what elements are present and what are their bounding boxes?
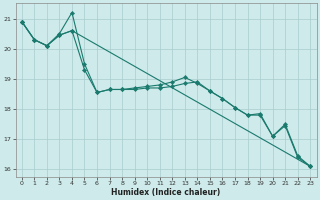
X-axis label: Humidex (Indice chaleur): Humidex (Indice chaleur) bbox=[111, 188, 221, 197]
